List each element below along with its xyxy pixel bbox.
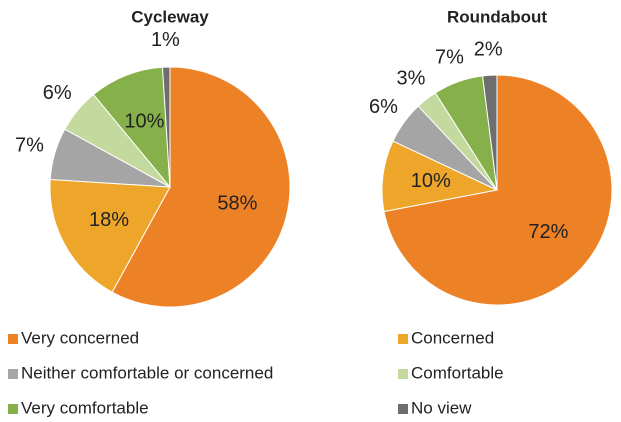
pie-slice (92, 66, 171, 189)
data-label: 7% (435, 46, 464, 68)
legend-swatch (8, 404, 18, 414)
data-label: 6% (369, 96, 398, 118)
legend-label: Very concerned (21, 328, 139, 347)
chart-title: Cycleway (131, 7, 209, 26)
data-label: 18% (89, 209, 129, 231)
legend-swatch (398, 334, 408, 344)
data-label: 3% (397, 67, 426, 89)
legend-label: Neither comfortable or concerned (21, 363, 273, 382)
legend-swatch (8, 334, 18, 344)
data-label: 72% (528, 221, 568, 243)
chart-title: Roundabout (447, 7, 547, 26)
data-label: 10% (124, 111, 164, 133)
pie-slice (49, 178, 171, 293)
data-label: 6% (43, 82, 72, 104)
data-label: 1% (151, 29, 180, 51)
pie-slice (161, 66, 171, 188)
data-label: 10% (411, 170, 451, 192)
legend-swatch (8, 369, 18, 379)
data-label: 7% (15, 134, 44, 156)
legend-swatch (398, 404, 408, 414)
pie-slice (381, 140, 499, 213)
data-label: 2% (474, 38, 503, 60)
legend-label: Concerned (411, 328, 494, 347)
pie-slice (482, 74, 498, 191)
legend-label: No view (411, 398, 472, 417)
legend-swatch (398, 369, 408, 379)
legend-label: Comfortable (411, 363, 504, 382)
pie-slice (111, 66, 291, 308)
legend-label: Very comfortable (21, 398, 149, 417)
data-label: 58% (217, 193, 257, 215)
